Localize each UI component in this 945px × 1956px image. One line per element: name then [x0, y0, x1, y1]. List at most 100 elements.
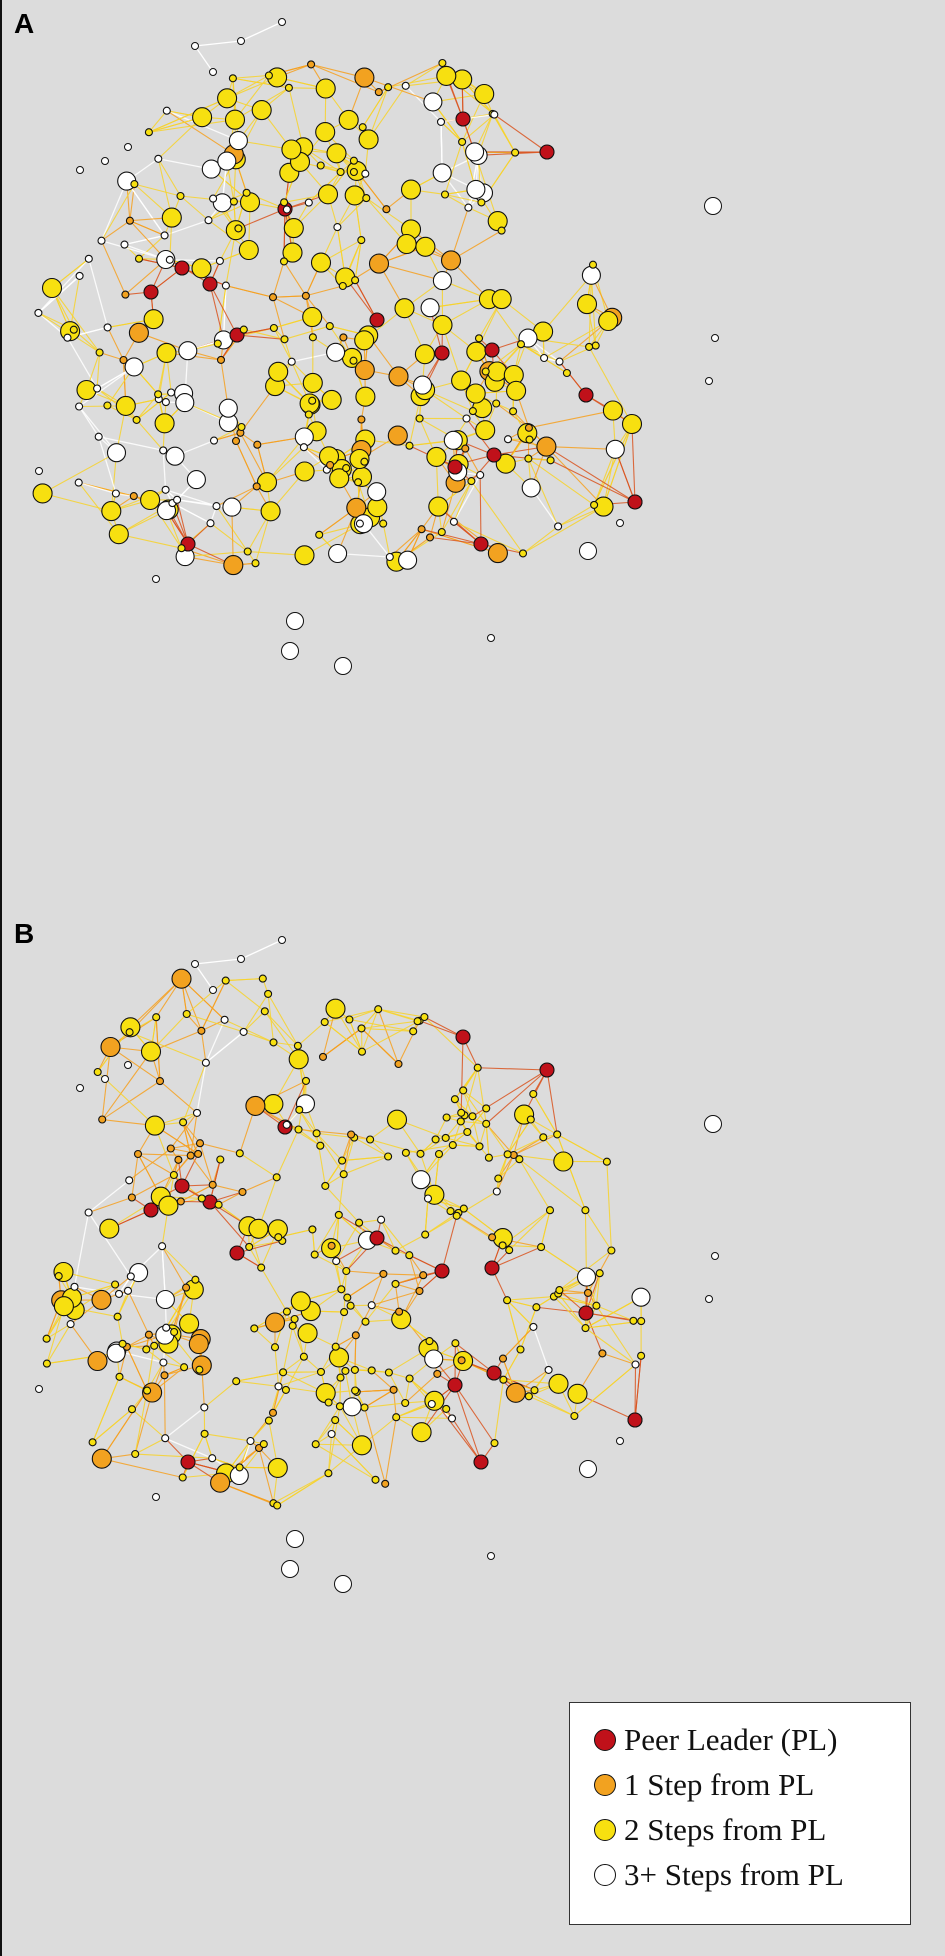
network-edge — [546, 446, 616, 450]
network-edge — [382, 523, 391, 558]
network-node — [384, 83, 393, 92]
network-edge — [186, 1013, 244, 1033]
network-node — [115, 395, 136, 416]
network-edge — [593, 423, 633, 506]
network-edge — [136, 392, 172, 421]
network-node — [506, 380, 527, 401]
network-node — [395, 1307, 404, 1316]
network-node — [320, 1018, 329, 1027]
network-node — [180, 1363, 189, 1372]
network-node — [333, 223, 342, 232]
network-node — [351, 1386, 360, 1395]
network-node — [578, 387, 594, 403]
network-node — [421, 1230, 430, 1239]
network-edge — [180, 195, 209, 221]
network-node — [42, 1359, 51, 1368]
network-edge — [588, 346, 633, 425]
network-edge — [335, 1222, 360, 1262]
network-node — [178, 341, 198, 361]
network-edge — [236, 1240, 283, 1254]
network-node — [74, 478, 83, 487]
network-node — [463, 1127, 472, 1137]
network-node — [129, 492, 138, 501]
network-node — [539, 1133, 548, 1142]
network-edge — [117, 1316, 124, 1344]
network-panel-a — [32, 18, 722, 675]
network-node — [354, 359, 375, 381]
network-node — [354, 330, 375, 351]
network-node — [440, 250, 462, 271]
network-node — [159, 1358, 168, 1367]
network-node — [484, 1260, 500, 1276]
network-node — [499, 1375, 508, 1384]
network-node — [161, 398, 170, 407]
network-node — [93, 1067, 102, 1077]
network-node — [389, 1385, 398, 1394]
network-node — [100, 1036, 121, 1058]
network-node — [503, 1296, 512, 1305]
network-node — [351, 1435, 372, 1456]
network-node — [491, 289, 512, 310]
network-node — [605, 439, 625, 459]
network-node — [436, 117, 446, 126]
network-edge — [479, 474, 482, 545]
network-node — [238, 1187, 247, 1197]
network-edge — [361, 1008, 379, 1029]
network-edge — [304, 523, 361, 556]
network-edge — [452, 1121, 462, 1146]
network-edge — [557, 1293, 586, 1329]
network-node — [208, 1180, 217, 1189]
network-edge — [78, 406, 117, 454]
network-edge — [42, 492, 112, 512]
network-edge — [383, 1273, 424, 1276]
network-node — [581, 1206, 590, 1215]
network-node — [401, 1148, 410, 1157]
network-node — [579, 542, 597, 560]
network-node — [346, 1301, 355, 1310]
network-node — [302, 306, 323, 328]
network-node — [576, 1267, 597, 1287]
network-edge — [518, 1158, 551, 1211]
network-edge — [282, 1356, 305, 1373]
network-edge — [163, 1375, 166, 1439]
network-node — [464, 203, 473, 212]
network-edge — [273, 1041, 298, 1047]
network-edge — [527, 458, 559, 527]
network-node — [154, 154, 163, 163]
legend-box: Peer Leader (PL) 1 Step from PL 2 Steps … — [569, 1702, 911, 1925]
network-node — [343, 1293, 352, 1302]
legend-item-three-plus-steps: 3+ Steps from PL — [594, 1852, 910, 1897]
network-node — [63, 333, 72, 342]
network-edge — [444, 193, 482, 203]
network-node — [391, 1246, 400, 1255]
network-edge — [585, 1312, 634, 1322]
network-edge — [559, 1289, 589, 1294]
network-edge — [369, 1139, 389, 1157]
network-node — [411, 1422, 432, 1443]
network-node — [281, 1560, 299, 1578]
network-edge — [337, 197, 367, 228]
network-node — [327, 1429, 336, 1439]
network-node — [458, 137, 467, 146]
network-edge — [310, 63, 380, 93]
network-edge — [164, 219, 209, 237]
network-node — [369, 312, 385, 328]
network-edge — [493, 114, 548, 153]
network-edge — [393, 1389, 397, 1418]
network-edge — [204, 1433, 213, 1459]
network-node — [602, 1157, 611, 1166]
network-node — [337, 1285, 346, 1294]
network-edge — [100, 180, 128, 241]
panel-b-label: B — [14, 918, 35, 949]
network-node — [150, 1341, 159, 1350]
network-node — [440, 190, 450, 199]
network-node — [434, 1149, 444, 1159]
network-edge — [66, 337, 98, 389]
network-edge — [423, 1016, 479, 1069]
network-node — [621, 413, 643, 435]
network-edge — [452, 1144, 480, 1147]
network-node — [432, 271, 452, 291]
network-node — [326, 460, 335, 470]
network-edge — [338, 1174, 345, 1215]
network-edge — [225, 285, 274, 298]
